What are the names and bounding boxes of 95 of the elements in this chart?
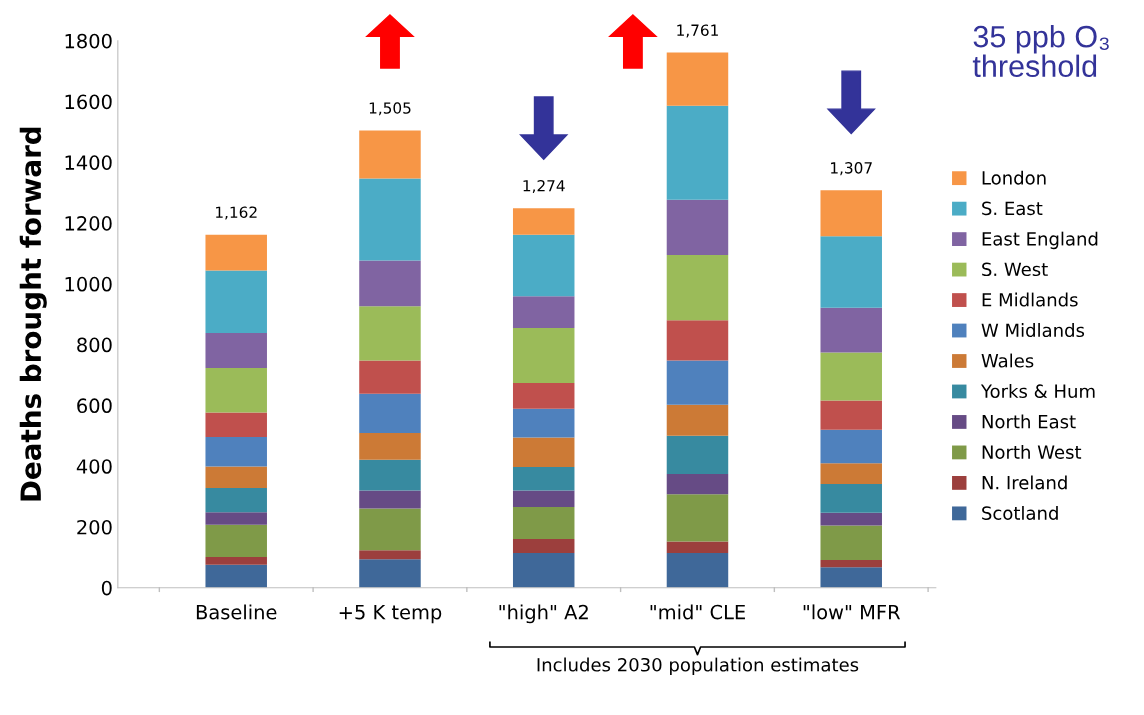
bar [359,306,421,361]
bar [666,199,729,255]
x-tick-label: +5 K temp [339,605,442,624]
bar [205,557,267,565]
bar [820,567,882,588]
bar [512,490,575,507]
bar [512,327,575,383]
y-axis-title: Deaths brought forward [19,127,47,501]
bar [205,412,267,438]
total-label: 1,162 [216,206,257,220]
total-label: 1,505 [369,102,411,116]
bar [666,494,729,542]
bar [359,459,421,491]
total-label: 1,307 [831,162,872,176]
bar [512,437,575,468]
bar [205,333,267,369]
y-tick-label: 1000 [65,276,112,292]
bar [512,553,575,588]
bar [666,254,729,321]
bar [820,429,882,464]
bar [205,512,267,525]
legend-label: E Midlands [982,292,1078,307]
legend-label: North East [982,414,1076,429]
bar [512,408,575,438]
legend-label: North West [982,444,1082,459]
bar [359,490,421,509]
y-tick-label: 1400 [65,155,112,170]
bar [205,270,267,334]
y-tick-label: 1800 [65,33,112,49]
bar [820,484,882,513]
bar [666,404,729,436]
bar [820,190,882,237]
legend-label: Yorks & Hum [980,384,1095,399]
bar [512,382,575,409]
bar [205,437,267,467]
bar [666,474,729,495]
bar [666,541,729,554]
bar [512,539,575,554]
bar [666,52,729,106]
text: 35 ppb O₃ threshold [972,25,1109,78]
bar [666,320,729,361]
bar [359,393,421,434]
bar [512,296,575,328]
bar [512,234,575,297]
x-tick-label: "mid" CLE [650,604,745,620]
y-tick-label: 400 [76,459,112,474]
bar [820,463,882,485]
bar [359,550,421,560]
bar [359,433,421,460]
bar [205,234,267,271]
bar [666,435,729,475]
y-tick-label: 600 [77,398,112,414]
bar [820,307,882,353]
bar [666,360,729,405]
bar [205,368,267,413]
y-tick-label: 1600 [65,94,112,110]
bar [205,564,267,588]
bar [512,208,575,235]
bar [205,488,267,513]
x-tick-label: Baseline [196,604,277,620]
y-tick-label: 1200 [65,216,112,231]
text: Includes 2030 population estimates [537,657,859,676]
bar [512,467,575,491]
bar [820,512,882,526]
bar [820,525,882,561]
bar [359,508,421,551]
legend-label: S. West [982,262,1048,277]
bar [359,360,421,394]
y-tick-label: 800 [77,337,112,353]
legend-label: East England [982,231,1098,250]
legend-label: S. East [982,201,1043,216]
legend-label: Scotland [982,505,1058,520]
bar [512,506,575,540]
bar [666,553,729,588]
legend-label: N. Ireland [982,475,1067,490]
bar [666,105,729,200]
legend-label: W Midlands [981,323,1085,338]
y-tick-label: 0 [101,580,112,596]
x-tick-label: "low" MFR [803,604,901,620]
bar [359,559,421,588]
bar [205,524,267,558]
bar [820,236,882,308]
legend-label: Wales [981,353,1034,368]
bar [820,400,882,430]
bar [820,560,882,568]
bar [820,352,882,401]
total-label: 1,761 [677,24,718,38]
bar [359,130,421,179]
legend-label: London [982,170,1046,185]
bar [205,466,267,489]
annotation: 1,274 [523,180,565,194]
x-tick-label: "high" A2 [499,604,588,624]
y-tick-label: 200 [77,519,112,535]
bar [359,260,421,307]
bar [359,178,421,261]
